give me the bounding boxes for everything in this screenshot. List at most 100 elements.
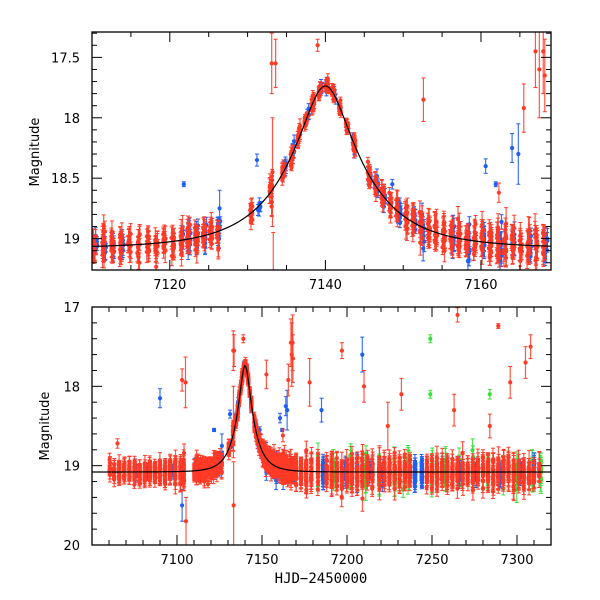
top-point-red (102, 229, 107, 255)
bottom-point-red (487, 413, 492, 439)
top-point-red (466, 223, 471, 244)
top-point-red (418, 214, 423, 234)
top-y-tick-label: 18.5 (51, 172, 80, 187)
top-point-red (434, 226, 440, 244)
bottom-y-tick-label: 19 (63, 460, 80, 475)
bottom-point-blue (280, 427, 285, 433)
top-point-red (556, 227, 560, 254)
top-point-red (556, 250, 560, 268)
bottom-point-blue (285, 389, 290, 431)
top-x-tick-label: 7120 (153, 278, 186, 293)
top-point-red (403, 199, 409, 217)
top-point-red (269, 32, 274, 95)
bottom-point-red (455, 307, 460, 323)
top-point-red (557, 230, 561, 247)
bottom-point-blue (157, 388, 163, 409)
bottom-point-blue (227, 409, 233, 419)
top-y-tick-label: 17.5 (51, 51, 80, 66)
bottom-point-red (183, 496, 189, 545)
top-point-red (448, 224, 453, 242)
top-point-red (93, 228, 98, 244)
bottom-point-red (264, 359, 269, 390)
top-point-red (442, 230, 447, 251)
bottom-point-blue (419, 461, 424, 472)
top-point-red (537, 32, 542, 119)
top-point-red (127, 238, 132, 264)
top-panel: 7120 7140 7160 17.5 18 18.5 19 Magnitude (28, 31, 561, 293)
top-point-red (494, 247, 499, 265)
top-axes: 7120 7140 7160 17.5 18 18.5 19 (51, 31, 552, 293)
top-point-red (386, 197, 391, 212)
top-point-blue (181, 181, 186, 188)
top-point-red (161, 233, 166, 248)
bottom-point-blue (277, 412, 283, 424)
top-point-blue (516, 123, 521, 185)
top-point-red (521, 83, 526, 133)
top-point-blue (499, 214, 504, 230)
bottom-x-tick-label: 7100 (160, 553, 193, 568)
top-point-red (179, 242, 184, 254)
bottom-x-tick-label: 7250 (415, 553, 448, 568)
bottom-point-red (231, 330, 236, 371)
top-point-red (273, 38, 278, 89)
top-point-blue (390, 178, 395, 190)
top-point-red (215, 231, 220, 244)
top-point-red (532, 220, 538, 248)
top-point-red (556, 241, 560, 261)
bottom-point-red (528, 334, 533, 360)
bottom-point-red (496, 323, 501, 329)
top-point-red (379, 191, 384, 200)
top-point-red (525, 245, 530, 262)
bottom-x-tick-label: 7200 (330, 553, 363, 568)
top-point-red (486, 234, 492, 262)
top-point-red (556, 232, 560, 256)
bottom-point-green (487, 389, 492, 400)
top-point-red (518, 221, 523, 249)
top-point-red (270, 117, 275, 228)
top-point-red (194, 243, 199, 264)
top-point-red (421, 77, 426, 122)
top-point-red (393, 199, 399, 217)
bottom-plot-frame (91, 306, 552, 546)
bottom-point-red (399, 377, 404, 411)
top-model-curve (92, 85, 551, 248)
top-point-blue (493, 181, 498, 188)
bottom-axes: 7100 7150 7200 7250 7300 17 18 19 20 (63, 301, 552, 568)
top-point-red (541, 32, 546, 95)
top-point-red (457, 236, 462, 259)
top-point-blue (483, 158, 488, 174)
top-point-red (533, 32, 538, 89)
bottom-point-red (180, 368, 185, 392)
bottom-y-tick-label: 17 (63, 301, 80, 316)
top-point-red (271, 232, 276, 270)
top-data-layer (92, 32, 561, 270)
top-point-red (315, 38, 320, 52)
bottom-x-tick-label: 7300 (500, 553, 533, 568)
bottom-x-tick-label: 7150 (245, 553, 278, 568)
bottom-data-layer (107, 307, 544, 545)
top-point-red (455, 219, 461, 247)
top-point-red (557, 221, 561, 243)
top-point-red (366, 175, 371, 185)
top-point-red (509, 229, 514, 249)
top-y-axis-label: Magnitude (28, 118, 43, 187)
bottom-point-blue (211, 427, 217, 433)
top-point-red (496, 182, 501, 203)
bottom-point-blue (180, 488, 185, 522)
bottom-point-red (241, 334, 246, 344)
bottom-point-red (304, 440, 309, 460)
bottom-point-red (508, 366, 513, 399)
x-axis-label: HJD−2450000 (275, 571, 368, 587)
top-point-red (154, 260, 159, 270)
bottom-point-blue (412, 470, 417, 483)
top-point-red (410, 214, 415, 237)
top-point-red (101, 214, 106, 236)
bottom-point-red (385, 401, 390, 451)
top-point-red (137, 252, 142, 270)
bottom-point-red (452, 393, 457, 427)
top-point-red (541, 246, 546, 262)
bottom-point-red (183, 356, 188, 409)
top-point-red (269, 197, 274, 216)
bottom-point-red (392, 447, 397, 459)
